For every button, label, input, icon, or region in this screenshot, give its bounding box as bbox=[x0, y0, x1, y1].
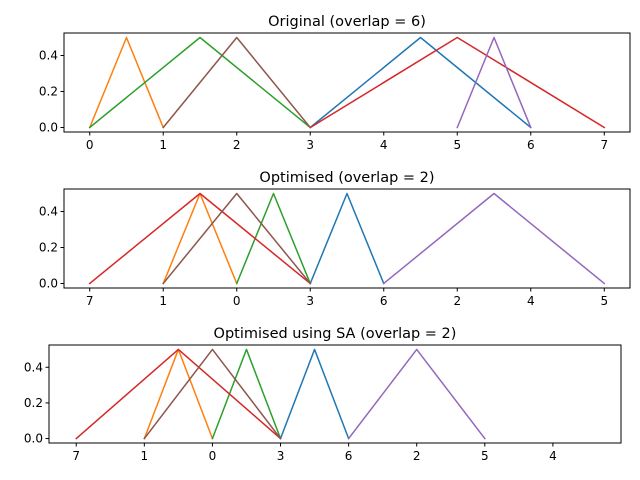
x-tick-label: 0 bbox=[233, 294, 241, 308]
series-line-6 bbox=[162, 192, 312, 285]
x-tick-label: 6 bbox=[345, 449, 353, 463]
x-tick-label: 2 bbox=[233, 138, 241, 152]
y-tick-label: 0.0 bbox=[24, 432, 43, 446]
series-line-1 bbox=[309, 192, 385, 285]
chart-title: Optimised using SA (overlap = 2) bbox=[214, 326, 457, 342]
series-line-2 bbox=[88, 36, 165, 129]
x-tick-label: 2 bbox=[453, 294, 461, 308]
series-line-1 bbox=[309, 36, 532, 129]
x-tick-label: 0 bbox=[86, 138, 94, 152]
y-tick-label: 0.2 bbox=[24, 396, 43, 410]
axes-frame bbox=[63, 32, 631, 133]
series-line-5 bbox=[456, 36, 532, 129]
x-tick-label: 2 bbox=[413, 449, 421, 463]
chart-panel-3: Optimised using SA (overlap = 2) 0.0 0.2 0.… bbox=[24, 326, 622, 463]
chart-panel-2: Optimised (overlap = 2) 0.0 0.2 0.4 7 1 0 3 6 2 4 5 bbox=[39, 170, 631, 308]
x-tick-label: 6 bbox=[380, 294, 388, 308]
y-tick-label: 0.4 bbox=[39, 205, 58, 219]
series-line-6 bbox=[162, 36, 312, 129]
chart-panel-1: Original (overlap = 6) 0.0 0.2 0.4 0 1 2 3 4 5 6 7 bbox=[39, 14, 631, 152]
y-tick-label: 0.2 bbox=[39, 241, 58, 255]
series-line-5 bbox=[347, 348, 486, 440]
series-line-4 bbox=[309, 36, 606, 129]
y-tick-label: 0.0 bbox=[39, 121, 58, 135]
series-line-4 bbox=[88, 192, 312, 285]
x-tick-label: 1 bbox=[141, 449, 149, 463]
x-tick-label: 5 bbox=[481, 449, 489, 463]
x-tick-label: 3 bbox=[306, 138, 314, 152]
series-line-3 bbox=[235, 192, 312, 285]
axes-frame bbox=[48, 344, 622, 444]
x-tick-label: 4 bbox=[549, 449, 557, 463]
y-tick-label: 0.2 bbox=[39, 85, 58, 99]
series-line-1 bbox=[279, 348, 350, 440]
axes-frame bbox=[63, 188, 631, 289]
chart-title: Optimised (overlap = 2) bbox=[259, 170, 434, 186]
chart-title: Original (overlap = 6) bbox=[268, 14, 426, 30]
series-line-6 bbox=[143, 348, 282, 440]
y-tick-label: 0.4 bbox=[39, 49, 58, 63]
x-tick-label: 1 bbox=[159, 138, 167, 152]
x-tick-label: 5 bbox=[600, 294, 608, 308]
x-tick-label: 7 bbox=[600, 138, 608, 152]
series-line-3 bbox=[211, 348, 282, 440]
x-tick-label: 4 bbox=[380, 138, 388, 152]
x-tick-label: 7 bbox=[86, 294, 94, 308]
x-tick-label: 5 bbox=[453, 138, 461, 152]
series-line-5 bbox=[382, 192, 606, 285]
x-tick-label: 6 bbox=[527, 138, 535, 152]
x-tick-label: 1 bbox=[159, 294, 167, 308]
y-tick-label: 0.0 bbox=[39, 277, 58, 291]
y-tick-label: 0.4 bbox=[24, 360, 43, 374]
x-tick-label: 4 bbox=[527, 294, 535, 308]
x-tick-label: 0 bbox=[209, 449, 217, 463]
x-tick-label: 7 bbox=[72, 449, 80, 463]
series-line-3 bbox=[88, 36, 312, 129]
x-tick-label: 3 bbox=[306, 294, 314, 308]
series-line-4 bbox=[75, 348, 282, 440]
x-tick-label: 3 bbox=[277, 449, 285, 463]
